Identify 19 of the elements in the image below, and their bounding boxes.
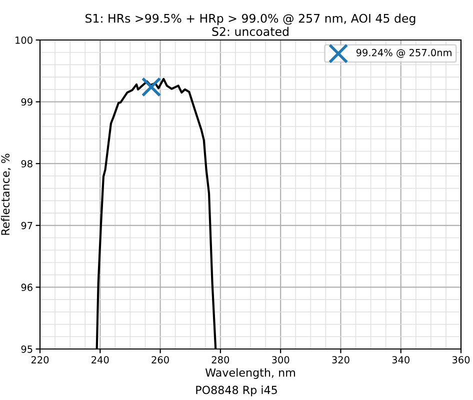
x-tick-label: 260 xyxy=(152,356,169,364)
x-tick-label: 320 xyxy=(332,356,350,364)
x-tick-label: 360 xyxy=(452,356,470,364)
x-tick-label: 340 xyxy=(392,356,410,364)
x-tick-label: 280 xyxy=(212,356,230,364)
y-tick-label: 95 xyxy=(21,345,32,353)
y-tick-label: 96 xyxy=(21,284,32,292)
y-tick-label: 99 xyxy=(21,98,32,106)
y-axis-title: Reflectance, % xyxy=(0,154,11,235)
y-tick-label: 98 xyxy=(21,160,32,168)
y-tick-label: 97 xyxy=(21,222,32,230)
legend-label: 99.24% @ 257.0nm xyxy=(356,48,452,58)
text: PO8848 Rp i45 xyxy=(196,386,277,396)
x-tick-label: 300 xyxy=(272,356,290,364)
y-tick-label: 100 xyxy=(16,36,32,44)
x-tick-label: 220 xyxy=(31,356,49,364)
x-tick-label: 240 xyxy=(92,356,109,364)
x-axis-title: Wavelength, nm xyxy=(205,368,295,379)
chart-title: S1: HRs >99.5% + HRp > 99.0% @ 257 nm, AOI 45 deg S2: uncoated xyxy=(86,14,416,36)
